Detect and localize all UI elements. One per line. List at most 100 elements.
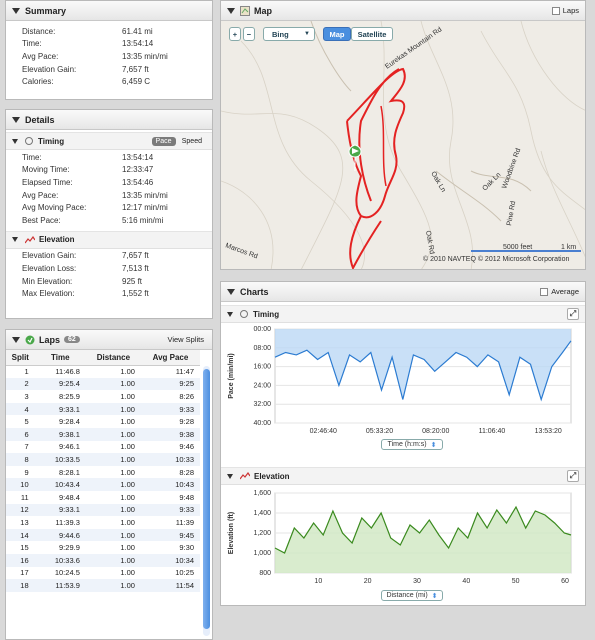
table-cell: 9:48	[179, 492, 194, 502]
table-row[interactable]: 1 11:46.8 1.00 11:47	[6, 365, 200, 378]
x-tick-label: 08:20:00	[422, 428, 449, 435]
average-checkbox[interactable]	[540, 288, 549, 296]
stat-value: 925 ft	[122, 276, 143, 286]
table-row[interactable]: 8 10:33.5 1.00 10:33	[6, 453, 200, 466]
collapse-icon[interactable]	[227, 7, 235, 14]
series-line	[274, 340, 572, 402]
table-cell: 15	[20, 543, 29, 553]
elevation-x-axis-select[interactable]: Distance (mi) ⬍	[381, 590, 443, 601]
series-area	[275, 329, 571, 400]
laps-icon	[25, 335, 35, 344]
elevation-subheader[interactable]: Elevation	[6, 230, 212, 249]
table-cell: 1.00	[120, 568, 135, 578]
pace-toggle[interactable]: Pace	[151, 137, 176, 146]
table-row[interactable]: 10 10:43.4 1.00 10:43	[6, 478, 200, 491]
table-row[interactable]: 6 9:38.1 1.00 9:38	[6, 427, 200, 441]
table-cell: 9:48.4	[59, 492, 80, 502]
table-row[interactable]: 2 9:25.4 1.00 9:25	[6, 377, 200, 391]
table-cell: 11:54	[140, 579, 200, 592]
column-header[interactable]: Avg Pace	[140, 350, 200, 366]
table-cell: 4	[6, 402, 35, 416]
table-row[interactable]: 5 9:28.4 1.00 9:28	[6, 415, 200, 428]
zoom-out-button[interactable]: −	[243, 27, 255, 41]
map-view[interactable]: Eurekas Mountain Rd Marcos Rd Oak Ln Oak…	[221, 21, 586, 270]
laps-header[interactable]: Laps 62 View Splits	[6, 330, 212, 350]
speed-toggle[interactable]: Speed	[181, 138, 202, 145]
table-cell: 7	[24, 442, 29, 452]
column-header[interactable]: Time	[34, 350, 86, 366]
map-header[interactable]: Map Laps	[221, 1, 585, 21]
series-area	[275, 507, 571, 573]
x-tick-label: 10	[314, 578, 322, 585]
table-cell: 13	[20, 517, 29, 527]
column-header[interactable]: Split	[6, 350, 35, 366]
satellite-type-button[interactable]: Satellite	[351, 27, 393, 41]
laps-checkbox[interactable]	[551, 7, 560, 15]
y-axis-label: Pace (min/mi)	[228, 353, 235, 399]
stat-row: Time: 13:54:14	[22, 151, 212, 164]
stat-value: 7,657 ft	[122, 251, 149, 261]
collapse-icon[interactable]	[12, 336, 20, 343]
laps-scrollbar[interactable]	[203, 366, 210, 636]
x-tick-label: 05:33:20	[366, 428, 393, 435]
scale-feet: 5000 feet	[503, 244, 532, 251]
map-type-button[interactable]: Map	[323, 27, 351, 41]
zoom-in-button[interactable]: +	[229, 27, 241, 41]
table-cell: 1.00	[120, 367, 135, 377]
table-row[interactable]: 4 9:33.1 1.00 9:33	[6, 402, 200, 416]
table-cell: 1.00	[85, 478, 141, 491]
stat-row: Moving Time: 12:33:47	[22, 164, 212, 177]
collapse-icon[interactable]	[227, 311, 233, 317]
table-cell: 8:28.1	[59, 467, 80, 477]
table-cell: 16	[6, 553, 35, 567]
stat-value: 13:54:14	[122, 152, 154, 162]
collapse-icon[interactable]	[12, 116, 20, 123]
collapse-icon[interactable]	[12, 7, 20, 14]
elevation-chart-header[interactable]: Elevation ⤢	[221, 467, 585, 485]
expand-icon[interactable]: ⤢	[567, 470, 579, 482]
column-header[interactable]: Distance	[85, 350, 141, 366]
expand-icon[interactable]: ⤢	[567, 308, 579, 320]
stat-label: Best Pace:	[22, 215, 61, 225]
timing-subheader[interactable]: Timing Pace Speed	[6, 132, 212, 150]
x-tick-label: 40	[462, 578, 470, 585]
table-row[interactable]: 12 9:33.1 1.00 9:33	[6, 503, 200, 517]
table-cell: 10:33	[140, 453, 200, 466]
elevation-chart: 800 1,000 1,200 1,400 1,600 10 20 30 40 50 60 Eleva…	[228, 490, 572, 585]
start-marker-icon[interactable]	[348, 144, 362, 171]
table-cell: 9:46.1	[59, 442, 80, 452]
stat-row: Avg Pace: 13:35 min/mi	[22, 189, 212, 202]
timing-x-axis-select[interactable]: Time (h:m:s) ⬍	[381, 439, 443, 450]
collapse-icon[interactable]	[227, 288, 235, 295]
table-cell: 9:33	[140, 503, 200, 517]
table-row[interactable]: 15 9:29.9 1.00 9:30	[6, 541, 200, 554]
timing-chart-header[interactable]: Timing ⤢	[221, 305, 585, 323]
charts-header[interactable]: Charts Average	[221, 282, 585, 302]
table-cell: 9:25.4	[34, 377, 86, 391]
table-row[interactable]: 18 11:53.9 1.00 11:54	[6, 579, 200, 592]
table-row[interactable]: 14 9:44.6 1.00 9:45	[6, 528, 200, 542]
stat-value: 6,459 C	[122, 77, 151, 87]
table-row[interactable]: 17 10:24.5 1.00 10:25	[6, 567, 200, 580]
collapse-icon[interactable]	[227, 473, 233, 479]
details-panel: Details Timing Pace Speed Time: 13:54:14 M…	[5, 109, 213, 319]
view-splits-link[interactable]: View Splits	[167, 335, 204, 344]
collapse-icon[interactable]	[12, 138, 18, 144]
table-row[interactable]: 3 8:25.9 1.00 8:26	[6, 390, 200, 403]
map-provider-select[interactable]: Bing ▼	[263, 27, 315, 41]
table-cell: 9:30	[179, 543, 194, 553]
details-header[interactable]: Details	[6, 110, 212, 130]
table-row[interactable]: 7 9:46.1 1.00 9:46	[6, 441, 200, 454]
table-cell: 17	[20, 568, 29, 578]
table-row[interactable]: 13 11:39.3 1.00 11:39	[6, 516, 200, 529]
stat-label: Elevation Loss:	[22, 263, 77, 273]
chevron-down-icon: ⬍	[430, 441, 437, 449]
y-tick-label: 1,000	[253, 550, 271, 557]
collapse-icon[interactable]	[12, 237, 18, 243]
stat-label: Avg Pace:	[22, 51, 59, 61]
table-row[interactable]: 11 9:48.4 1.00 9:48	[6, 491, 200, 504]
stat-value: 1,552 ft	[122, 289, 149, 299]
table-row[interactable]: 9 8:28.1 1.00 8:28	[6, 466, 200, 479]
summary-header[interactable]: Summary	[6, 1, 212, 21]
table-row[interactable]: 16 10:33.6 1.00 10:34	[6, 553, 200, 567]
